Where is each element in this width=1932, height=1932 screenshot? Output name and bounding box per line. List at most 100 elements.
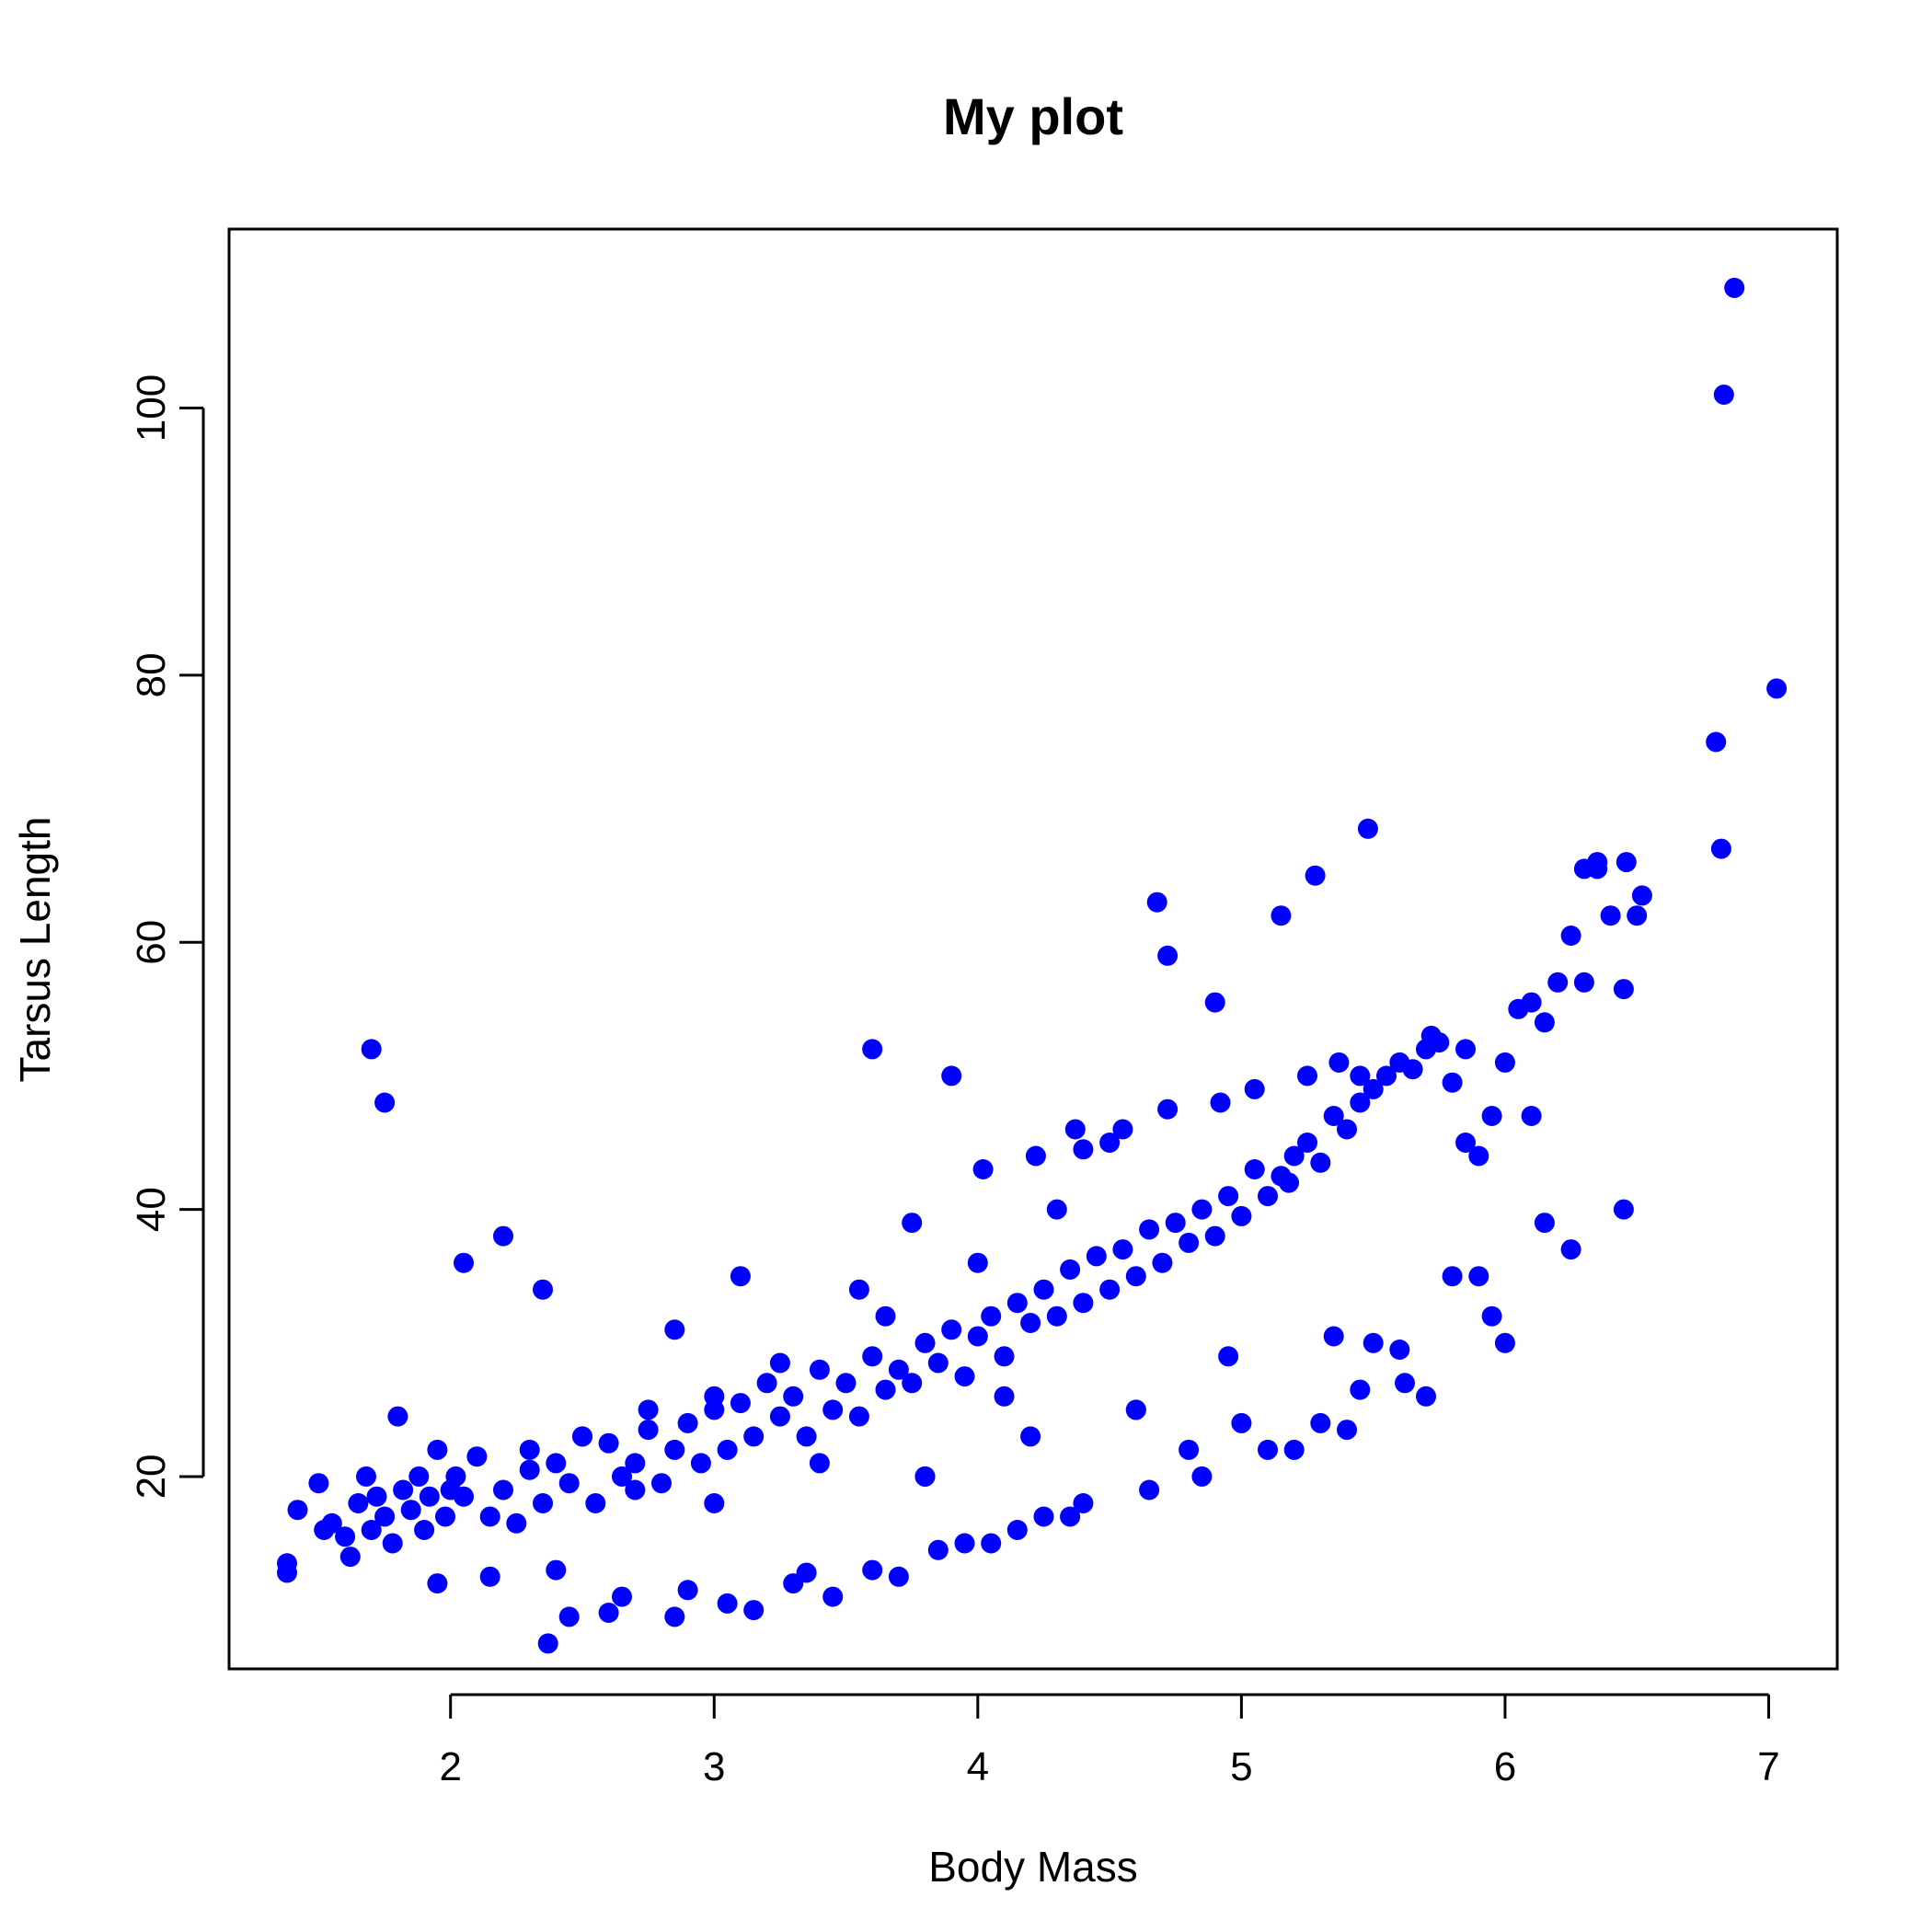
data-point bbox=[400, 1500, 421, 1521]
y-tick-label: 80 bbox=[129, 652, 174, 697]
data-point bbox=[1099, 1279, 1121, 1300]
data-point bbox=[888, 1566, 909, 1587]
data-point bbox=[533, 1279, 553, 1300]
data-point bbox=[1112, 1239, 1133, 1260]
data-point bbox=[598, 1603, 619, 1623]
data-point bbox=[1560, 1239, 1581, 1260]
data-point bbox=[1310, 1152, 1331, 1173]
data-point bbox=[1086, 1246, 1107, 1267]
data-point bbox=[519, 1459, 540, 1480]
data-point bbox=[466, 1446, 488, 1467]
data-point bbox=[454, 1486, 474, 1507]
data-point bbox=[1350, 1065, 1371, 1087]
data-point bbox=[717, 1593, 738, 1614]
data-point bbox=[972, 1159, 994, 1179]
data-point bbox=[1258, 1439, 1278, 1460]
data-point bbox=[1064, 1119, 1086, 1140]
data-point bbox=[677, 1580, 698, 1601]
data-point bbox=[361, 1520, 382, 1540]
y-tick-label: 40 bbox=[129, 1187, 174, 1232]
data-point bbox=[1279, 1172, 1299, 1193]
data-point bbox=[625, 1453, 646, 1474]
data-point bbox=[1204, 992, 1225, 1013]
y-axis: 20 40 60 80 100 bbox=[129, 374, 203, 1499]
x-tick-label: 5 bbox=[1230, 1744, 1252, 1789]
data-point bbox=[743, 1426, 765, 1447]
data-point bbox=[848, 1279, 869, 1300]
data-point bbox=[1631, 885, 1652, 906]
data-point bbox=[1006, 1520, 1028, 1540]
data-point bbox=[875, 1305, 896, 1327]
data-point bbox=[1305, 865, 1326, 886]
data-point bbox=[1165, 1213, 1186, 1234]
data-point bbox=[967, 1326, 988, 1347]
data-point bbox=[1455, 1133, 1476, 1153]
data-point bbox=[941, 1065, 962, 1087]
data-point bbox=[638, 1399, 659, 1420]
data-point bbox=[1179, 1232, 1200, 1253]
x-tick-label: 3 bbox=[703, 1744, 725, 1789]
data-point bbox=[308, 1473, 329, 1494]
data-point bbox=[1060, 1506, 1081, 1527]
data-point bbox=[1420, 1025, 1442, 1046]
data-point bbox=[287, 1500, 308, 1521]
data-point bbox=[1350, 1379, 1371, 1400]
data-point bbox=[493, 1225, 513, 1247]
data-point bbox=[1337, 1420, 1357, 1441]
data-point bbox=[1713, 385, 1734, 405]
data-point bbox=[1402, 1059, 1423, 1080]
data-point bbox=[1231, 1205, 1252, 1226]
data-point bbox=[902, 1213, 923, 1234]
data-point bbox=[1363, 1078, 1384, 1099]
data-point bbox=[1191, 1199, 1213, 1220]
data-point bbox=[356, 1466, 376, 1487]
y-tick-label: 100 bbox=[129, 374, 174, 442]
data-point bbox=[546, 1453, 567, 1474]
data-point bbox=[1073, 1493, 1094, 1513]
data-point bbox=[1073, 1139, 1094, 1160]
data-point bbox=[704, 1493, 725, 1513]
data-point bbox=[1481, 1305, 1502, 1327]
data-point bbox=[1073, 1293, 1094, 1314]
data-point bbox=[927, 1539, 949, 1560]
data-point bbox=[1481, 1106, 1502, 1126]
data-point bbox=[374, 1092, 396, 1113]
data-point bbox=[1706, 731, 1727, 753]
data-point bbox=[862, 1039, 883, 1060]
data-point bbox=[822, 1586, 844, 1607]
data-point bbox=[704, 1399, 725, 1420]
data-point bbox=[651, 1473, 672, 1494]
data-point bbox=[638, 1420, 659, 1441]
data-point bbox=[769, 1352, 790, 1374]
data-point bbox=[427, 1439, 448, 1460]
data-point bbox=[1297, 1065, 1317, 1087]
data-point bbox=[1231, 1412, 1252, 1433]
data-point bbox=[822, 1399, 844, 1420]
data-point bbox=[888, 1359, 909, 1380]
data-point bbox=[1587, 858, 1608, 880]
data-point bbox=[339, 1547, 361, 1568]
data-point bbox=[445, 1466, 466, 1487]
data-point bbox=[585, 1493, 606, 1513]
data-point bbox=[1157, 945, 1179, 966]
data-point bbox=[1323, 1106, 1344, 1126]
x-tick-label: 2 bbox=[439, 1744, 461, 1789]
data-point bbox=[1020, 1313, 1041, 1333]
data-point bbox=[796, 1426, 817, 1447]
data-point bbox=[902, 1373, 923, 1394]
data-point bbox=[743, 1600, 765, 1621]
data-point bbox=[1297, 1133, 1317, 1153]
data-point bbox=[1468, 1145, 1489, 1167]
points-layer bbox=[277, 277, 1788, 1654]
data-point bbox=[1218, 1346, 1239, 1367]
data-point bbox=[914, 1466, 936, 1487]
data-point bbox=[598, 1432, 619, 1454]
data-point bbox=[1244, 1159, 1265, 1179]
data-point bbox=[954, 1533, 975, 1554]
data-point bbox=[809, 1453, 830, 1474]
data-point bbox=[1006, 1293, 1028, 1314]
data-point bbox=[533, 1493, 553, 1513]
data-point bbox=[1179, 1439, 1200, 1460]
data-point bbox=[1534, 1213, 1555, 1234]
data-point bbox=[519, 1439, 540, 1460]
